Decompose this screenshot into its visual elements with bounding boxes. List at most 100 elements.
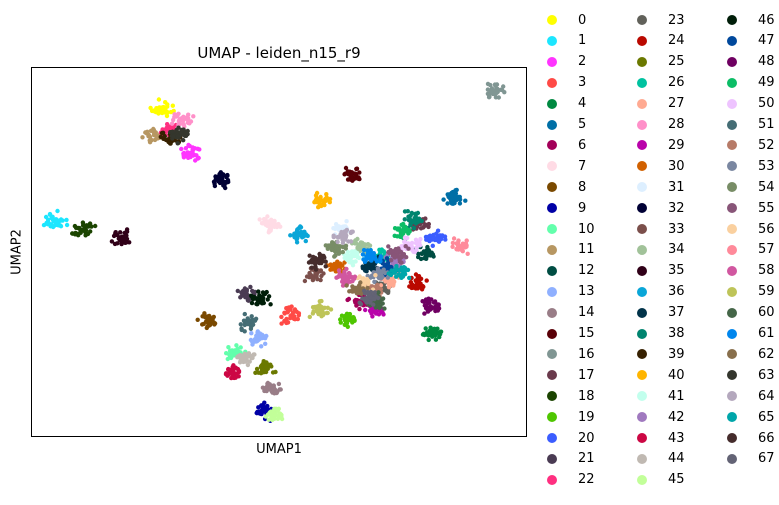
point-cluster-32 (224, 180, 229, 185)
point-cluster-49 (407, 229, 412, 234)
legend-item-1: 1 (540, 31, 586, 51)
point-cluster-34 (358, 240, 364, 245)
legend-item-8: 8 (540, 177, 586, 197)
point-cluster-37 (360, 266, 366, 271)
legend-label: 47 (758, 33, 775, 49)
point-cluster-20 (427, 233, 433, 238)
point-cluster-60 (382, 306, 387, 311)
point-cluster-3 (289, 304, 294, 309)
point-cluster-58 (347, 271, 352, 276)
point-cluster-47 (384, 256, 390, 261)
legend-label: 14 (578, 305, 595, 321)
legend-item-26: 26 (630, 73, 685, 93)
point-cluster-58 (345, 277, 350, 283)
legend-label: 38 (668, 326, 685, 341)
point-cluster-50 (406, 241, 411, 246)
point-cluster-66 (313, 267, 319, 272)
point-cluster-59 (311, 309, 316, 314)
legend-label: 37 (668, 305, 685, 321)
point-cluster-66 (322, 255, 327, 260)
point-cluster-12 (418, 256, 424, 262)
legend-item-4: 4 (540, 94, 586, 114)
point-cluster-4 (426, 337, 431, 343)
point-cluster-2 (186, 143, 191, 148)
series-65 (386, 264, 412, 281)
legend-label: 25 (668, 54, 685, 70)
point-cluster-11 (147, 133, 152, 138)
point-cluster-66 (323, 259, 328, 264)
legend-label: 64 (758, 388, 775, 404)
point-cluster-55 (386, 244, 391, 249)
point-cluster-31 (336, 224, 342, 229)
point-cluster-48 (421, 299, 427, 304)
point-cluster-65 (402, 269, 407, 274)
point-cluster-20 (440, 233, 445, 238)
point-cluster-3 (292, 317, 298, 322)
legend-label: 61 (758, 326, 775, 341)
legend-item-14: 14 (540, 303, 595, 323)
point-cluster-15 (342, 172, 347, 177)
legend-item-5: 5 (540, 115, 586, 135)
legend-label: 16 (578, 346, 595, 362)
legend-item-24: 24 (630, 31, 685, 51)
legend-label: 59 (758, 284, 775, 300)
legend-item-63: 63 (720, 365, 775, 385)
point-cluster-43 (233, 375, 238, 380)
legend-item-64: 64 (720, 386, 775, 406)
legend-item-58: 58 (720, 261, 775, 281)
point-cluster-21 (245, 298, 251, 303)
series-18 (70, 220, 98, 238)
point-cluster-53 (381, 269, 386, 274)
point-cluster-14 (272, 391, 277, 396)
legend-marker (547, 349, 557, 360)
point-cluster-0 (164, 113, 170, 119)
point-cluster-46 (268, 302, 273, 307)
legend-label: 42 (668, 409, 685, 425)
point-cluster-7 (278, 224, 283, 229)
point-cluster-49 (399, 234, 404, 240)
legend-item-23: 23 (630, 10, 685, 30)
legend-label: 8 (578, 179, 587, 195)
legend-item-22: 22 (540, 470, 595, 490)
point-cluster-4 (433, 337, 439, 342)
legend-marker (547, 391, 557, 402)
point-cluster-13 (263, 341, 268, 346)
legend-marker (637, 98, 647, 109)
point-cluster-61 (361, 247, 367, 253)
legend-marker (547, 370, 557, 381)
point-cluster-58 (340, 279, 345, 284)
point-cluster-1 (45, 222, 50, 227)
point-cluster-44 (247, 359, 252, 364)
legend-marker (727, 286, 737, 297)
legend-marker (637, 370, 647, 381)
point-cluster-38 (411, 225, 417, 231)
point-cluster-57 (464, 238, 469, 243)
legend-item-54: 54 (720, 177, 775, 197)
legend-item-39: 39 (630, 344, 685, 364)
legend-marker (727, 77, 737, 88)
point-cluster-44 (245, 362, 251, 368)
point-cluster-23 (382, 285, 387, 290)
point-cluster-2 (197, 147, 202, 152)
legend-label: 63 (758, 367, 775, 383)
legend-marker (637, 140, 647, 151)
legend-item-16: 16 (540, 344, 595, 364)
legend-item-50: 50 (720, 94, 775, 114)
legend-marker (637, 265, 647, 276)
series-8 (195, 311, 218, 331)
point-cluster-24 (424, 278, 429, 283)
point-cluster-16 (495, 86, 500, 91)
legend-item-59: 59 (720, 282, 775, 302)
point-cluster-17 (418, 226, 424, 231)
series-43 (223, 363, 242, 381)
point-cluster-67 (372, 290, 377, 295)
point-cluster-45 (272, 407, 277, 412)
point-cluster-51 (239, 326, 244, 331)
point-cluster-15 (349, 173, 354, 179)
point-cluster-10 (234, 343, 239, 348)
point-cluster-15 (343, 165, 349, 171)
point-cluster-33 (318, 277, 323, 283)
legend-marker (547, 182, 557, 193)
point-cluster-54 (328, 243, 333, 248)
point-cluster-16 (488, 82, 493, 88)
